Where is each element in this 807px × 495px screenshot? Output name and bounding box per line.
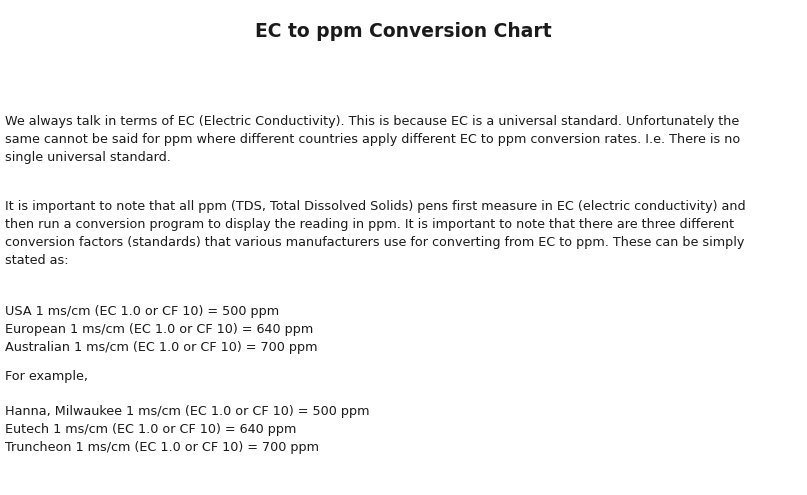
Text: stated as:: stated as:	[5, 254, 69, 267]
Text: Hanna, Milwaukee 1 ms/cm (EC 1.0 or CF 10) = 500 ppm: Hanna, Milwaukee 1 ms/cm (EC 1.0 or CF 1…	[5, 405, 370, 418]
Text: USA 1 ms/cm (EC 1.0 or CF 10) = 500 ppm: USA 1 ms/cm (EC 1.0 or CF 10) = 500 ppm	[5, 305, 279, 318]
Text: same cannot be said for ppm where different countries apply different EC to ppm : same cannot be said for ppm where differ…	[5, 133, 740, 146]
Text: Eutech 1 ms/cm (EC 1.0 or CF 10) = 640 ppm: Eutech 1 ms/cm (EC 1.0 or CF 10) = 640 p…	[5, 423, 296, 436]
Text: single universal standard.: single universal standard.	[5, 151, 171, 164]
Text: EC to ppm Conversion Chart: EC to ppm Conversion Chart	[255, 22, 552, 41]
Text: Australian 1 ms/cm (EC 1.0 or CF 10) = 700 ppm: Australian 1 ms/cm (EC 1.0 or CF 10) = 7…	[5, 341, 317, 354]
Text: European 1 ms/cm (EC 1.0 or CF 10) = 640 ppm: European 1 ms/cm (EC 1.0 or CF 10) = 640…	[5, 323, 313, 336]
Text: For example,: For example,	[5, 370, 88, 383]
Text: It is important to note that all ppm (TDS, Total Dissolved Solids) pens first me: It is important to note that all ppm (TD…	[5, 200, 746, 213]
Text: conversion factors (standards) that various manufacturers use for converting fro: conversion factors (standards) that vari…	[5, 236, 744, 249]
Text: We always talk in terms of EC (Electric Conductivity). This is because EC is a u: We always talk in terms of EC (Electric …	[5, 115, 739, 128]
Text: then run a conversion program to display the reading in ppm. It is important to : then run a conversion program to display…	[5, 218, 734, 231]
Text: Truncheon 1 ms/cm (EC 1.0 or CF 10) = 700 ppm: Truncheon 1 ms/cm (EC 1.0 or CF 10) = 70…	[5, 441, 319, 454]
